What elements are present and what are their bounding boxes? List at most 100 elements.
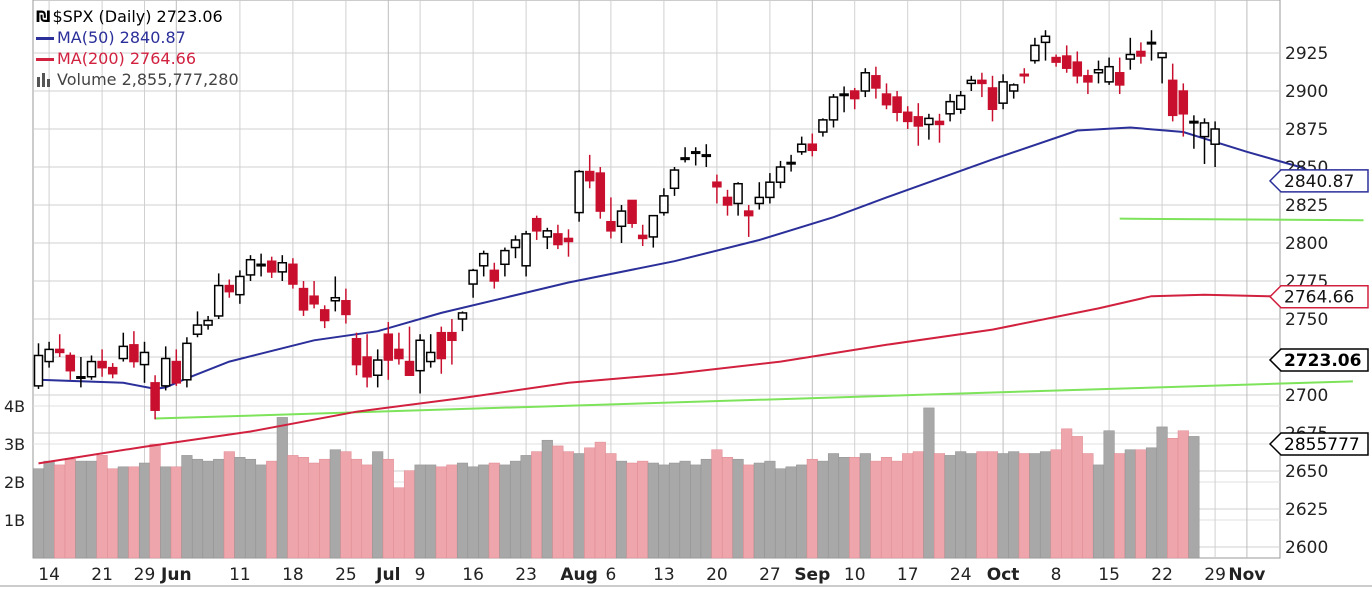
candle: [648, 214, 659, 248]
candle: [288, 258, 298, 289]
candle: [1093, 60, 1104, 84]
date-tick-label: 23: [515, 565, 537, 585]
candle: [415, 334, 425, 394]
candle-body: [871, 75, 881, 89]
legend-ma50-text: MA(50) 2840.87: [57, 28, 186, 47]
candle-body: [1114, 72, 1125, 86]
candle: [775, 160, 786, 189]
candle-body: [807, 143, 818, 152]
legend-symbol-text: $SPX (Daily) 2723.06: [52, 7, 223, 26]
candle: [383, 322, 394, 380]
candle: [902, 106, 913, 129]
candle: [489, 262, 500, 289]
date-tick-label: 15: [1098, 565, 1120, 585]
candle: [669, 167, 680, 196]
volume-bar: [1061, 428, 1073, 559]
candle: [44, 341, 54, 368]
volume-bar: [880, 457, 893, 559]
candle: [182, 337, 192, 388]
price-tick-label: 2600: [1285, 538, 1328, 558]
volume-bar: [849, 457, 861, 559]
candle-body: [563, 237, 574, 243]
candle-body: [436, 331, 447, 360]
candle-body: [1051, 56, 1061, 63]
candle-body: [1019, 73, 1030, 77]
candle: [309, 281, 319, 309]
candle: [955, 91, 966, 114]
volume-bar: [446, 464, 458, 559]
candle: [924, 113, 934, 140]
candle: [1178, 83, 1189, 137]
volume-tick-label: 4B: [4, 397, 25, 416]
candle-body: [457, 312, 468, 320]
date-axis: 14 21 29 Jun 11 18 25 Jul 9 16 23 Aug 6 13 20 27 Sep 10 17…: [0, 565, 1372, 587]
volume-bar: [117, 466, 129, 559]
volume-bar: [170, 466, 182, 559]
candle: [1008, 83, 1019, 99]
date-tick-label: Aug: [560, 565, 597, 585]
volume-bar: [255, 464, 267, 559]
volume-bar: [838, 457, 850, 559]
candlesticks: [33, 30, 1220, 420]
volume-bar: [647, 462, 659, 559]
candle-body: [171, 360, 182, 384]
volume-bar: [997, 453, 1009, 559]
candle: [542, 227, 553, 250]
candle-body: [521, 233, 531, 267]
ma200-line: [38, 293, 1332, 465]
candle-body: [118, 345, 129, 360]
volume-bar: [244, 458, 257, 559]
candle: [786, 154, 796, 172]
date-tick-label: 17: [897, 565, 919, 585]
candle-body: [584, 170, 595, 182]
candle: [500, 247, 510, 277]
candle: [563, 229, 574, 257]
candle: [1210, 121, 1220, 167]
candle: [192, 311, 203, 338]
candle: [1061, 45, 1072, 73]
last-value-text: 2764.66: [1284, 288, 1354, 308]
last-value-pointer: [1268, 348, 1369, 372]
candle-body: [235, 275, 245, 296]
volume-bar: [340, 451, 352, 559]
candle: [478, 250, 489, 277]
volume-bar: [721, 457, 734, 559]
volume-bar: [732, 458, 744, 559]
candle-body: [245, 258, 256, 276]
candle: [65, 352, 76, 380]
candle: [341, 288, 351, 324]
candle-body: [150, 382, 160, 411]
candle-body: [203, 319, 213, 326]
candle: [934, 113, 945, 143]
volume-bar: [276, 417, 288, 559]
candle-body: [743, 210, 754, 217]
volume-bar: [425, 464, 437, 559]
volume-bar: [1082, 453, 1094, 559]
candle-body: [1136, 50, 1146, 57]
volume-bar: [1029, 453, 1041, 559]
candle: [945, 94, 955, 122]
volume-bar: [499, 464, 511, 559]
volume-bar: [933, 453, 946, 559]
volume-bar: [1008, 451, 1020, 559]
candle: [330, 276, 341, 312]
candle-body: [966, 79, 977, 85]
candle-body: [648, 214, 659, 238]
candle-body: [76, 376, 86, 380]
volume-bar: [308, 462, 320, 559]
candle-body: [33, 354, 44, 387]
volume-bar: [191, 458, 204, 559]
candle-body: [627, 199, 637, 224]
candle: [892, 91, 902, 122]
candle: [1104, 57, 1114, 85]
candle: [86, 355, 97, 380]
volume-bar: [319, 458, 331, 559]
volume-bar: [403, 470, 416, 559]
candle-body: [637, 234, 648, 240]
date-tick-label: Oct: [987, 565, 1020, 585]
candle: [160, 346, 171, 391]
volume-tick-label: 1B: [4, 511, 25, 530]
candle-body: [266, 260, 277, 273]
volume-bar: [912, 451, 924, 559]
last-value-label: 2855777: [1268, 432, 1369, 456]
